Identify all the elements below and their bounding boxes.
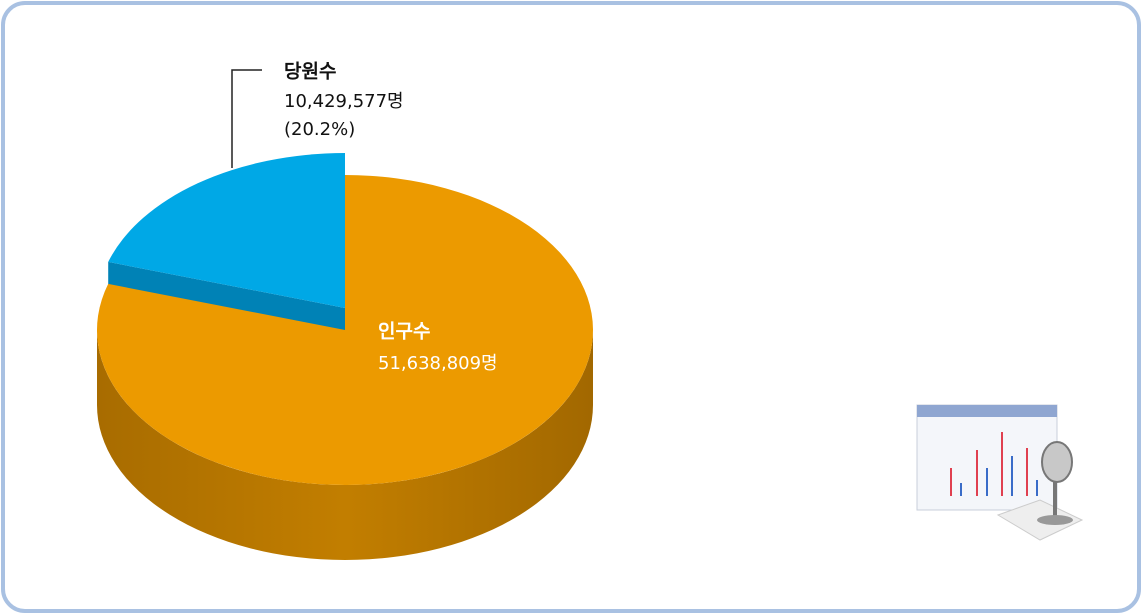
leader-line <box>231 69 262 168</box>
slice-side <box>97 330 593 560</box>
value-label: 51,638,809명 <box>378 353 498 374</box>
slice-label: 인구수 <box>378 321 430 343</box>
pie <box>97 153 593 560</box>
slice <box>97 175 593 486</box>
chart-icon <box>916 404 1084 541</box>
percent-label: (20.2%) <box>284 119 355 140</box>
value-label: 10,429,577명 <box>284 91 404 112</box>
slice <box>108 153 346 308</box>
slice-label: 당원수 <box>284 61 336 83</box>
